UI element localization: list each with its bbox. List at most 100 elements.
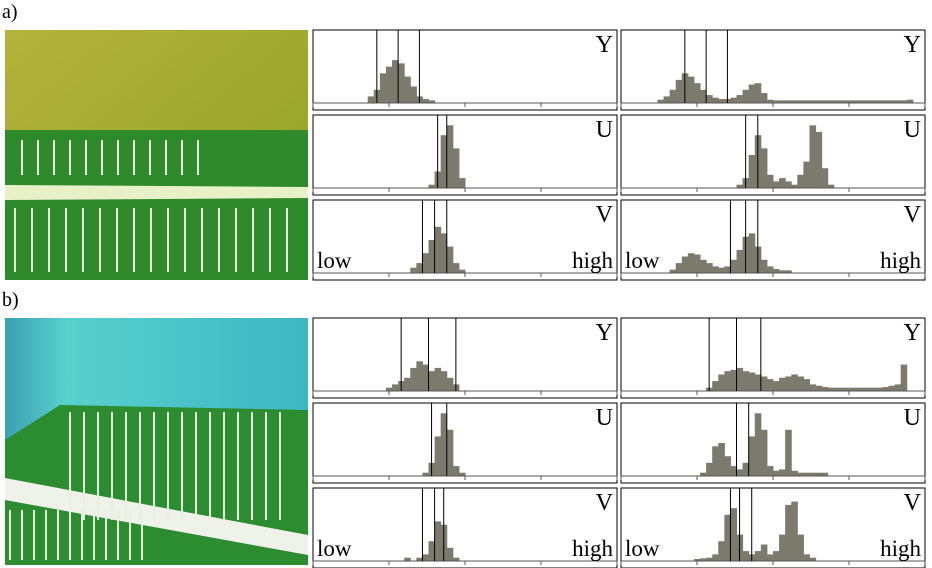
histogram-bar: [385, 66, 393, 103]
histogram-bar: [712, 381, 719, 391]
histogram-bar: [693, 559, 701, 561]
channel-label: Y: [596, 32, 613, 58]
histogram-bar: [718, 374, 725, 391]
histogram-bar: [870, 100, 877, 103]
histogram-bar: [724, 514, 731, 561]
histogram-bar: [712, 446, 719, 476]
histogram-bar: [766, 266, 774, 273]
histogram-bar: [736, 184, 744, 188]
histogram-bar: [864, 387, 871, 391]
histogram-bar: [785, 429, 792, 476]
histogram-bar: [773, 470, 780, 476]
histogram-bar: [779, 270, 786, 273]
histogram-bar: [785, 181, 792, 188]
histogram-bar: [718, 99, 725, 103]
histogram-bar: [839, 387, 847, 391]
histogram-bar: [428, 100, 436, 103]
figure-label: a): [2, 1, 18, 23]
figure-label: b): [2, 289, 19, 311]
histogram-bar: [900, 100, 908, 103]
histogram-bar: [779, 100, 786, 103]
histogram-panel: Y: [312, 29, 618, 111]
histogram-bar: [882, 100, 890, 103]
panel-frame: [312, 29, 618, 111]
histogram-bar: [730, 508, 738, 561]
histogram-bar: [754, 374, 762, 391]
channel-label: V: [904, 202, 922, 228]
histogram-bar: [760, 259, 768, 273]
histogram-bar: [791, 100, 798, 103]
histogram-bar: [833, 387, 841, 391]
histogram-bar: [706, 557, 713, 561]
histogram-bar: [669, 89, 677, 103]
histogram-bar: [779, 534, 786, 561]
histogram-bar: [797, 472, 804, 476]
low-label: low: [625, 248, 660, 273]
histogram-bar: [434, 436, 442, 476]
channel-label: Y: [596, 320, 613, 346]
histogram-bar: [876, 100, 883, 103]
histogram-bar: [416, 263, 423, 273]
histogram-bar: [748, 233, 756, 273]
histogram-bar: [712, 554, 719, 561]
histogram-bar: [766, 99, 774, 103]
histogram-bar: [839, 100, 847, 103]
histogram-bar: [675, 79, 683, 103]
histogram-bar: [894, 100, 902, 103]
histogram-bar: [803, 554, 810, 561]
histogram-bar: [452, 466, 460, 476]
channel-label: U: [596, 405, 613, 431]
histogram-bar: [706, 462, 713, 476]
histogram-bar: [422, 364, 430, 391]
histogram-bar: [700, 558, 707, 561]
panel-frame: [312, 402, 618, 484]
histogram-bar: [809, 100, 817, 103]
channel-label: Y: [904, 32, 921, 58]
channel-label: V: [596, 202, 614, 228]
histogram-bar: [803, 379, 810, 391]
histogram-bar: [416, 557, 423, 561]
histogram-bar: [809, 125, 817, 188]
histogram-bar: [742, 371, 750, 391]
histogram-bar: [815, 472, 823, 476]
histogram-bar: [392, 384, 399, 391]
histogram-bar: [428, 240, 436, 273]
histogram-panel: U: [620, 402, 926, 484]
histogram-bar: [803, 100, 810, 103]
histogram-bar: [858, 100, 865, 103]
histogram-bar: [452, 557, 460, 561]
panel-frame: [312, 317, 618, 399]
histogram-panel: Y: [312, 317, 618, 399]
histogram-bar: [815, 100, 823, 103]
histogram-bar: [766, 174, 774, 188]
low-label: low: [317, 536, 352, 561]
histogram-bar: [706, 263, 713, 273]
histogram-bar: [718, 267, 725, 273]
histogram-bar: [379, 73, 387, 103]
histogram-bar: [422, 472, 430, 476]
histogram-panel: Y: [620, 29, 926, 111]
histogram-bar: [718, 541, 725, 561]
histogram-bar: [693, 254, 701, 273]
histogram-bar: [773, 269, 780, 273]
photo-b: [5, 318, 308, 565]
histogram-bar: [367, 96, 375, 103]
histogram-bar: [748, 84, 756, 103]
histogram-bar: [404, 377, 411, 391]
histogram-bar: [428, 371, 436, 391]
histogram-bar: [428, 184, 436, 188]
histogram-bar: [446, 547, 454, 561]
histogram-bar: [852, 100, 859, 103]
histogram-bar: [736, 249, 744, 273]
histogram-bar: [404, 557, 411, 561]
histogram-bar: [681, 256, 689, 273]
histogram-bar: [410, 86, 417, 103]
panel-frame: [312, 487, 618, 568]
high-label: high: [880, 536, 921, 561]
histogram-bar: [663, 96, 671, 103]
histogram-bar: [766, 554, 774, 561]
histogram-bar: [718, 443, 725, 476]
